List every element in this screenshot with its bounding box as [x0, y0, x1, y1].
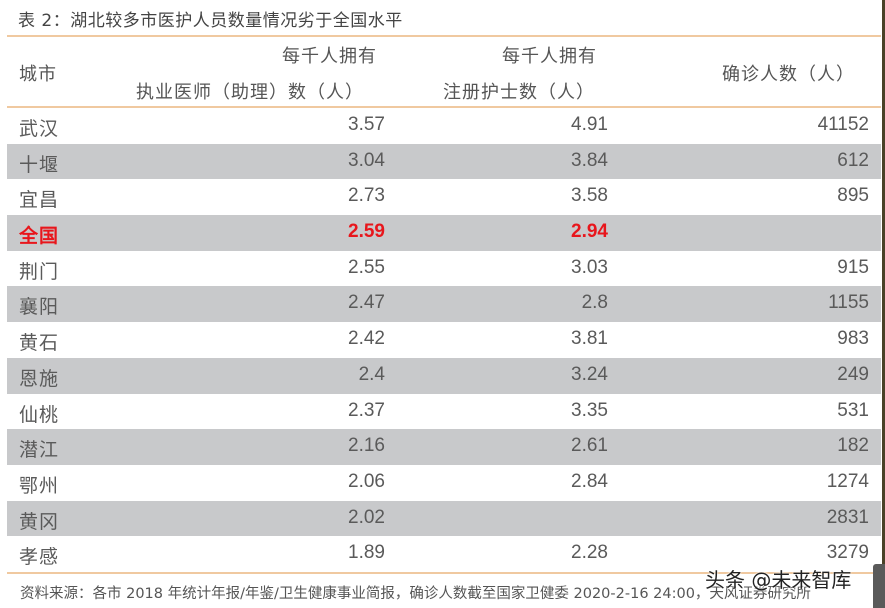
- cell-nurses: 2.61: [571, 435, 608, 457]
- cell-confirmed: 182: [837, 435, 869, 457]
- watermark: 头条 @未来智库: [705, 568, 852, 592]
- cell-nurses: 3.24: [571, 363, 608, 385]
- cell-confirmed: 249: [837, 363, 869, 385]
- cell-city: 黄冈: [19, 510, 60, 533]
- cell-confirmed: 41152: [817, 114, 869, 135]
- table-row: 黄石 2.42 3.81 983: [7, 322, 881, 358]
- cell-nurses: 3.35: [571, 399, 608, 421]
- cell-city: 潜江: [19, 439, 60, 462]
- table-row: 荆门 2.55 3.03 915: [7, 251, 881, 287]
- cell-confirmed: 1155: [828, 292, 869, 314]
- table-row: 恩施 2.4 3.24 249: [7, 357, 881, 394]
- header-nurses-line2: 注册护士数（人）: [443, 82, 595, 103]
- cell-confirmed: 3279: [826, 542, 869, 564]
- cell-nurses: 2.84: [571, 470, 608, 492]
- cell-confirmed: 1274: [826, 470, 869, 492]
- header-city: 城市: [19, 64, 57, 85]
- cell-city: 仙桃: [19, 403, 60, 426]
- cell-nurses: 2.8: [581, 292, 608, 314]
- cell-doctors: 2.06: [348, 470, 385, 492]
- table-row-national: 全国 2.59 2.94: [7, 215, 881, 251]
- table-row: 潜江 2.16 2.61 182: [7, 429, 881, 465]
- table-body: 武汉 3.57 4.91 41152 十堰 3.04 3.84 612 宜昌 2…: [7, 108, 881, 572]
- header-doctors-line2: 执业医师（助理）数（人）: [136, 82, 364, 103]
- table-row: 孝感 1.89 2.28 3279: [7, 536, 881, 572]
- header-confirmed: 确诊人数（人）: [722, 64, 855, 85]
- table-row: 襄阳 2.47 2.8 1155: [7, 286, 881, 323]
- cell-city: 恩施: [19, 367, 60, 390]
- scroll-handle[interactable]: [873, 564, 885, 608]
- cell-city: 荆门: [19, 260, 60, 283]
- table-title: 表 2：湖北较多市医护人员数量情况劣于全国水平: [18, 11, 403, 31]
- cell-doctors: 3.57: [348, 114, 385, 135]
- cell-doctors: 2.55: [348, 256, 385, 278]
- header-doctors-line1: 每千人拥有: [282, 46, 377, 67]
- cell-city: 全国: [19, 225, 60, 248]
- cell-city: 孝感: [19, 546, 60, 569]
- cell-doctors: 2.4: [358, 363, 385, 385]
- cell-confirmed: 531: [837, 399, 869, 421]
- source-note: 资料来源：各市 2018 年统计年报/年鉴/卫生健康事业简报，确诊人数截至国家卫…: [20, 586, 811, 602]
- cell-nurses: 3.58: [571, 185, 608, 207]
- cell-doctors: 2.73: [348, 185, 385, 207]
- cell-nurses: 3.81: [571, 328, 608, 350]
- cell-doctors: 2.37: [348, 399, 385, 421]
- cell-city: 宜昌: [19, 189, 60, 212]
- top-rule: [7, 35, 881, 37]
- cell-city: 襄阳: [19, 296, 60, 319]
- cell-nurses: 4.91: [571, 114, 608, 135]
- cell-doctors: 2.47: [348, 292, 385, 314]
- cell-confirmed: 2831: [826, 506, 869, 528]
- table-row: 鄂州 2.06 2.84 1274: [7, 465, 881, 501]
- cell-doctors: 2.42: [348, 328, 385, 350]
- cell-nurses: 3.03: [571, 256, 608, 278]
- header-nurses-line1: 每千人拥有: [502, 46, 597, 67]
- cell-city: 黄石: [19, 332, 60, 355]
- cell-confirmed: 915: [837, 256, 869, 278]
- header-rule: [7, 106, 881, 108]
- cell-doctors: 2.59: [348, 221, 385, 243]
- cell-city: 十堰: [19, 153, 60, 176]
- window-edge: [882, 0, 885, 608]
- cell-confirmed: 983: [837, 328, 869, 350]
- cell-confirmed: 895: [837, 185, 869, 207]
- cell-doctors: 1.89: [348, 542, 385, 564]
- cell-city: 武汉: [19, 118, 60, 140]
- cell-nurses: 3.84: [571, 149, 608, 171]
- table-row: 仙桃 2.37 3.35 531: [7, 394, 881, 430]
- cell-doctors: 3.04: [348, 149, 385, 171]
- cell-city: 鄂州: [19, 474, 60, 497]
- bottom-rule: [7, 572, 881, 574]
- cell-nurses: 2.94: [571, 221, 608, 243]
- table-row: 黄冈 2.02 2831: [7, 500, 881, 537]
- cell-doctors: 2.16: [348, 435, 385, 457]
- table-row: 十堰 3.04 3.84 612: [7, 143, 881, 180]
- table-row: 武汉 3.57 4.91 41152: [7, 108, 881, 144]
- cell-confirmed: 612: [837, 149, 869, 171]
- cell-nurses: 2.28: [571, 542, 608, 564]
- cell-doctors: 2.02: [348, 506, 385, 528]
- table-row: 宜昌 2.73 3.58 895: [7, 179, 881, 215]
